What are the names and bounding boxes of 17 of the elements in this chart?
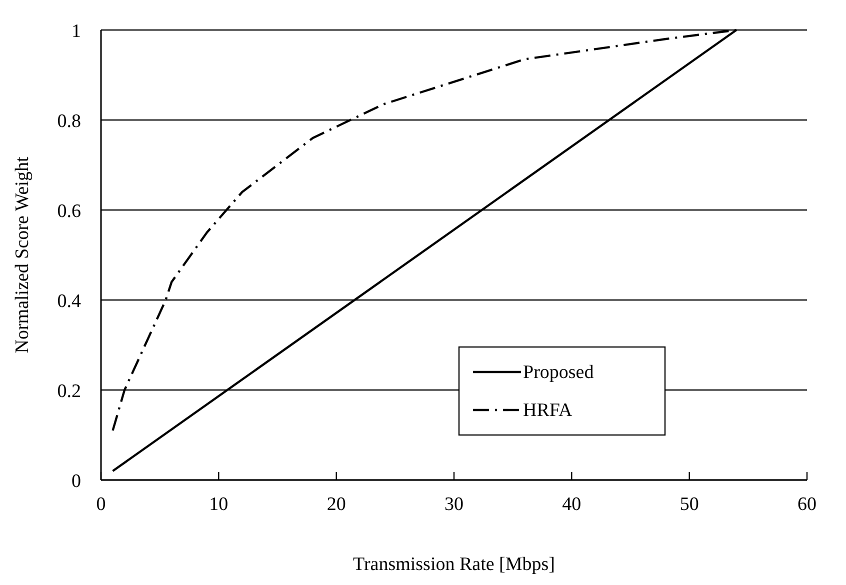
x-tick-label: 50 xyxy=(680,494,699,515)
x-tick-label: 30 xyxy=(444,494,464,515)
y-axis-title: Normalized Score Weight xyxy=(12,156,33,354)
legend-label: Proposed xyxy=(523,362,594,383)
y-tick-label: 0.4 xyxy=(57,291,82,312)
legend-label: HRFA xyxy=(523,400,573,421)
x-tick-label: 20 xyxy=(326,494,346,515)
y-tick-label: 0 xyxy=(72,471,81,492)
y-tick-label: 0.2 xyxy=(57,381,81,402)
y-tick-label: 0.6 xyxy=(57,201,81,222)
x-axis-title: Transmission Rate [Mbps] xyxy=(353,554,555,575)
x-tick-label: 0 xyxy=(96,494,106,515)
x-tick-label: 60 xyxy=(798,494,816,515)
y-tick-label: 0.8 xyxy=(57,111,81,132)
x-tick-label: 10 xyxy=(209,494,228,515)
y-tick-label: 1 xyxy=(72,21,81,42)
x-tick-label: 40 xyxy=(562,494,582,515)
